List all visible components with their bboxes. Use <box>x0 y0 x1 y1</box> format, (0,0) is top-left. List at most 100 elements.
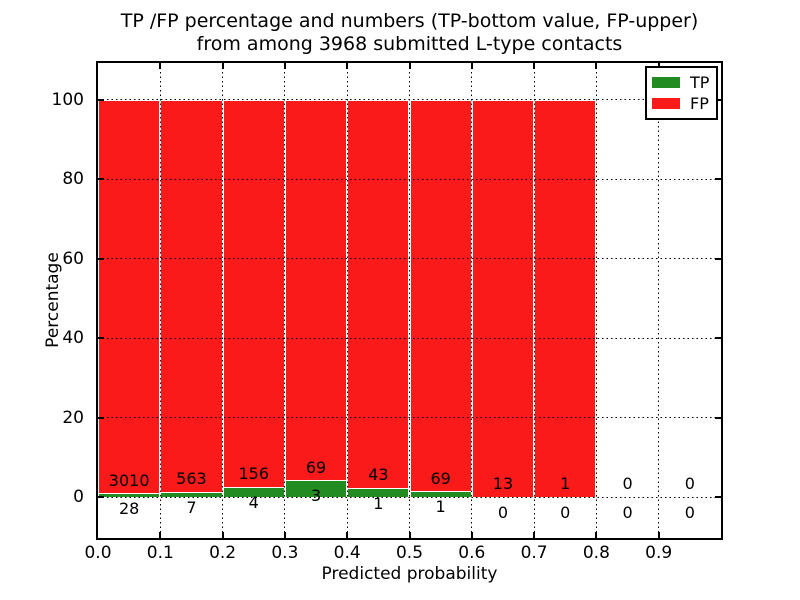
fp-bar-segment <box>534 99 597 498</box>
x-tick-mark-top <box>283 63 286 69</box>
legend: TP FP <box>645 66 719 120</box>
x-tick-mark-top <box>595 63 598 69</box>
x-tick-label: 0.1 <box>146 543 174 563</box>
tp-count-label: 4 <box>248 493 259 513</box>
x-tick-label: 0.7 <box>520 543 548 563</box>
fp-bar-segment <box>98 99 161 494</box>
y-tick-mark <box>98 98 104 101</box>
x-tick-label: 0.9 <box>645 543 673 563</box>
v-gridline <box>159 63 161 538</box>
fp-bar-segment <box>284 99 348 481</box>
x-tick-label: 0.5 <box>395 543 424 563</box>
tp-legend-label: TP <box>690 73 710 92</box>
y-tick-mark-right <box>715 178 721 181</box>
v-gridline <box>222 63 224 538</box>
tp-count-label: 1 <box>435 497 446 517</box>
tp-bar-segment <box>409 491 472 498</box>
v-gridline <box>533 63 535 538</box>
fp-bar-segment <box>471 99 535 498</box>
chart-title-line2: from among 3968 submitted L-type contact… <box>196 33 623 55</box>
v-gridline <box>409 63 410 538</box>
tp-count-label: 0 <box>684 502 695 522</box>
x-tick-label: 0.0 <box>84 543 112 563</box>
fp-count-label: 0 <box>684 474 695 494</box>
tp-count-label: 28 <box>118 499 140 519</box>
tp-bar-segment <box>160 492 223 498</box>
fp-bar-segment <box>222 99 285 488</box>
v-gridline <box>284 63 286 538</box>
x-tick-mark-top <box>346 63 349 69</box>
y-tick-label: 20 <box>62 407 84 428</box>
y-tick-mark-right <box>715 416 721 419</box>
x-tick-mark-top <box>470 63 473 69</box>
plot-area <box>96 61 723 540</box>
x-tick-mark <box>408 532 411 538</box>
tp-bar-segment <box>347 488 410 498</box>
tp-count-label: 0 <box>560 502 571 522</box>
y-tick-mark <box>98 257 104 260</box>
y-tick-label: 60 <box>62 248 84 269</box>
x-tick-mark-top <box>221 63 224 69</box>
x-tick-label: 0.3 <box>271 543 299 563</box>
x-tick-mark <box>159 532 162 538</box>
x-tick-label: 0.8 <box>582 543 610 563</box>
tp-bar-segment <box>222 487 285 498</box>
x-tick-label: 0.4 <box>333 543 361 563</box>
fp-count-label: 43 <box>368 465 389 485</box>
x-tick-mark <box>283 532 286 538</box>
y-tick-label: 40 <box>62 328 84 349</box>
legend-item-tp: TP <box>652 72 709 93</box>
fp-legend-label: FP <box>690 94 709 113</box>
fp-count-label: 1 <box>560 474 571 494</box>
y-tick-label: 80 <box>62 169 84 190</box>
y-tick-mark-right <box>715 257 721 260</box>
fp-bar-segment <box>409 99 472 492</box>
fp-count-label: 156 <box>238 464 270 484</box>
chart-title: TP /FP percentage and numbers (TP-bottom… <box>96 10 723 56</box>
fp-count-label: 563 <box>176 469 207 489</box>
v-gridline <box>346 63 348 538</box>
fp-bar-segment <box>347 99 410 489</box>
x-axis-label: Predicted probability <box>321 564 498 584</box>
tp-count-label: 7 <box>186 498 197 518</box>
y-axis-label: Percentage <box>43 252 63 348</box>
v-gridline <box>595 63 597 538</box>
tp-count-label: 3 <box>310 486 322 506</box>
y-tick-mark <box>98 416 104 419</box>
y-tick-mark <box>98 337 104 340</box>
chart-title-line1: TP /FP percentage and numbers (TP-bottom… <box>120 10 699 32</box>
x-tick-label: 0.6 <box>458 543 486 563</box>
x-tick-mark <box>533 532 536 538</box>
x-tick-mark <box>221 532 224 538</box>
x-tick-mark <box>470 532 473 538</box>
fp-count-label: 0 <box>622 474 633 494</box>
fp-count-label: 3010 <box>108 470 150 490</box>
x-tick-mark <box>657 532 660 538</box>
y-tick-label: 0 <box>73 487 84 508</box>
y-tick-mark-right <box>715 337 721 340</box>
tp-bar-segment <box>98 493 161 498</box>
fp-count-label: 69 <box>430 468 451 488</box>
fp-bar-segment <box>160 99 223 493</box>
x-tick-mark-top <box>159 63 162 69</box>
x-tick-label: 0.2 <box>209 543 237 563</box>
v-gridline <box>658 63 660 538</box>
fp-count-label: 69 <box>305 457 327 477</box>
fp-count-label: 13 <box>492 474 514 494</box>
fp-legend-swatch <box>652 98 680 109</box>
x-tick-mark <box>595 532 598 538</box>
y-tick-mark <box>98 178 104 181</box>
tp-count-label: 0 <box>497 502 509 522</box>
y-tick-label: 100 <box>51 89 84 110</box>
tp-count-label: 0 <box>622 502 633 522</box>
y-tick-mark-right <box>715 496 721 499</box>
x-tick-mark-top <box>533 63 536 69</box>
tp-count-label: 1 <box>373 493 384 513</box>
x-tick-mark <box>346 532 349 538</box>
x-tick-mark-top <box>408 63 411 69</box>
legend-item-fp: FP <box>652 93 709 114</box>
tp-legend-swatch <box>652 77 680 88</box>
y-tick-mark <box>98 496 104 499</box>
tp-bar-segment <box>284 480 348 498</box>
